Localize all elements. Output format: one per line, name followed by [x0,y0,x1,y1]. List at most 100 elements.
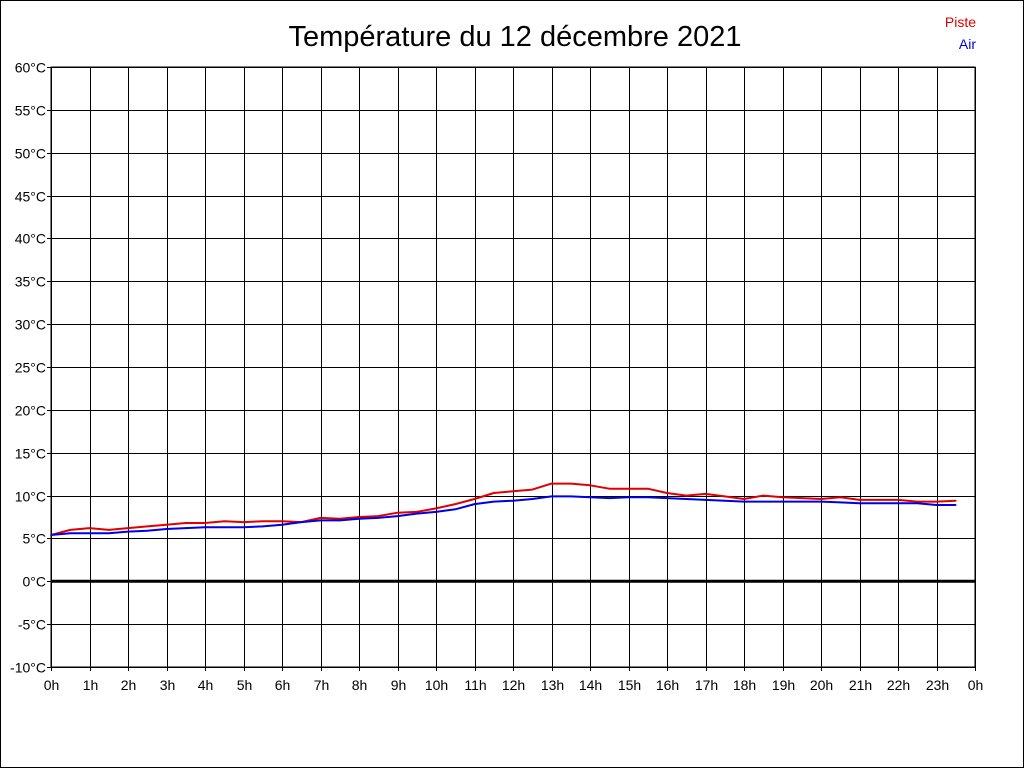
data-point-piste [223,520,226,523]
y-tick-label: 50°C [15,146,46,162]
legend-label-air: Air [959,36,976,52]
data-point-piste [762,494,765,497]
data-point-piste [454,503,457,505]
data-point-air [608,497,611,499]
data-point-air [820,500,822,503]
x-tick-label: 12h [502,677,525,693]
data-point-air [146,529,149,532]
x-tick-label: 3h [160,677,176,693]
chart-grid [47,66,976,671]
x-tick-label: 18h [733,677,756,693]
data-point-piste [262,520,264,523]
data-point-piste [377,515,380,517]
data-point-piste [666,492,668,494]
x-tick-label: 14h [579,677,602,693]
data-point-piste [916,500,919,503]
data-point-air [897,502,899,505]
data-point-piste [185,522,187,524]
data-point-air [185,527,187,529]
data-point-piste [493,492,495,494]
data-point-piste [743,498,745,500]
data-point-air [435,511,437,513]
x-tick-label: 6h [275,677,291,693]
x-tick-label: 10h [425,677,448,693]
data-point-air [878,502,880,505]
y-tick-label: 60°C [15,60,46,76]
data-point-piste [685,494,688,497]
chart-axes: 0h 1h 2h 3h 4h 5h 6h 7h 8h 9h 10h 11h 12h 13h 14h 15h 16… [10,60,983,694]
legend-label-piste: Piste [945,14,976,30]
x-tick-label: 20h [810,677,833,693]
data-point-piste [724,495,726,498]
data-point-piste [781,496,784,499]
x-tick-label: 8h [352,677,368,693]
x-tick-label: 9h [391,677,407,693]
data-point-air [762,500,765,503]
data-point-piste [858,499,861,501]
data-point-air [473,503,476,505]
data-point-air [704,499,707,501]
data-point-piste [531,488,534,491]
data-point-air [339,519,341,522]
data-point-air [589,496,591,499]
data-point-piste [878,499,880,501]
data-point-piste [339,517,341,520]
x-tick-label: 19h [772,677,795,693]
x-tick-label: 16h [656,677,679,693]
data-point-piste [108,529,110,531]
y-tick-label: 35°C [15,274,46,290]
data-point-piste [570,482,572,485]
x-tick-label: 4h [198,677,214,693]
data-point-air [50,534,52,536]
y-tick-label: 20°C [15,403,46,419]
x-tick-label: 17h [695,677,718,693]
series-line-air [50,495,956,536]
y-tick-label: 0°C [23,574,47,590]
data-point-piste [146,525,149,528]
data-point-piste [127,527,129,529]
data-point-piste [627,487,630,490]
data-point-air [858,502,861,505]
data-point-air [358,517,360,520]
y-tick-label: 40°C [15,231,46,247]
data-point-piste [319,517,322,519]
data-point-air [300,521,303,523]
data-point-piste [165,523,168,526]
data-point-air [839,501,842,504]
data-point-air [262,525,264,528]
data-point-piste [839,496,842,499]
data-point-air [377,517,380,519]
data-point-air [204,526,206,529]
data-point-air [935,504,938,506]
data-point-piste [281,520,283,523]
data-point-air [108,532,110,535]
data-point-air [743,500,745,503]
data-point-piste [242,521,245,523]
data-point-piste [69,529,72,531]
data-point-air [781,500,784,503]
data-point-air [685,498,688,500]
data-point-piste [358,516,360,518]
data-point-piste [608,487,611,490]
data-point-air [512,499,514,502]
chart-series [50,482,957,536]
y-tick-label: -5°C [18,617,46,633]
x-tick-label: 7h [314,677,330,693]
x-tick-label: 15h [618,677,641,693]
y-tick-label: 30°C [15,317,46,333]
x-tick-label: 1h [83,677,99,693]
y-tick-label: 5°C [23,531,47,547]
data-point-air [69,532,72,535]
data-point-air [165,528,168,530]
x-tick-label: 13h [541,677,564,693]
x-tick-label: 11h [464,677,486,693]
data-point-piste [88,527,91,529]
y-tick-label: 55°C [15,103,46,119]
data-point-piste [801,497,803,499]
data-point-air [127,530,129,533]
data-point-air [416,512,418,515]
data-point-air [955,504,957,506]
data-point-air [396,515,399,517]
y-tick-label: 10°C [15,489,46,505]
